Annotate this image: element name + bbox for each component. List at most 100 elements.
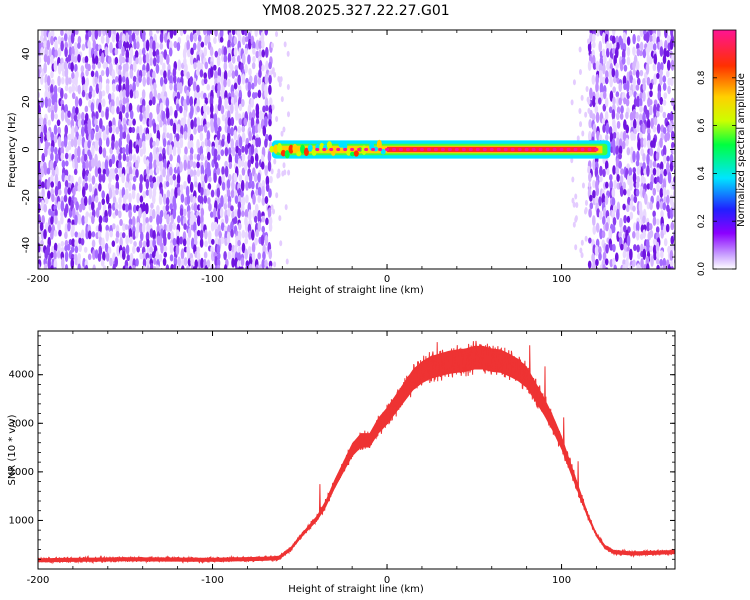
signal-blob (326, 141, 332, 150)
noise-speckle (174, 187, 178, 199)
noise-speckle (591, 33, 596, 43)
noise-speckle (237, 74, 241, 86)
noise-speckle (44, 196, 49, 205)
noise-speckle (659, 265, 664, 269)
noise-speckle (265, 183, 270, 192)
signal-core-dot (399, 147, 404, 152)
noise-speckle (642, 48, 647, 59)
noise-speckle (240, 203, 245, 213)
noise-speckle (592, 189, 596, 199)
noise-speckle (84, 215, 89, 224)
noise-speckle (94, 76, 98, 85)
noise-speckle (146, 222, 150, 234)
noise-speckle (165, 264, 170, 269)
noise-speckle (177, 215, 181, 224)
noise-speckle-edge (570, 99, 574, 106)
noise-speckle (125, 244, 130, 255)
noise-speckle (50, 84, 54, 95)
noise-speckle (87, 63, 91, 72)
noise-speckle (193, 62, 197, 70)
noise-speckle (213, 221, 218, 231)
noise-speckle (176, 123, 181, 134)
noise-speckle (605, 221, 609, 232)
noise-speckle (87, 253, 92, 261)
noise-speckle (620, 168, 624, 175)
noise-speckle (626, 56, 631, 66)
noise-speckle (38, 214, 41, 226)
noise-speckle (241, 145, 245, 153)
noise-speckle (192, 81, 197, 92)
noise-speckle (77, 183, 82, 192)
noise-speckle (61, 160, 66, 168)
noise-speckle (231, 257, 235, 268)
noise-speckle (114, 167, 119, 174)
noise-speckle-edge (571, 197, 575, 204)
noise-speckle (231, 146, 236, 157)
noise-speckle (216, 55, 221, 67)
noise-speckle (146, 76, 151, 86)
noise-speckle (258, 40, 262, 50)
noise-speckle (662, 178, 667, 191)
noise-speckle (235, 109, 239, 121)
noise-speckle (632, 83, 637, 92)
noise-speckle (71, 238, 75, 249)
noise-speckle (652, 167, 657, 176)
noise-speckle (261, 215, 265, 223)
noise-speckle (180, 70, 185, 77)
noise-speckle (647, 132, 651, 144)
noise-speckle (210, 112, 214, 121)
snr-xtick-label: -200 (27, 575, 50, 586)
noise-speckle (604, 76, 609, 85)
noise-speckle (78, 203, 83, 213)
noise-speckle (132, 153, 137, 164)
noise-speckle (98, 98, 102, 105)
noise-speckle (38, 263, 41, 269)
noise-speckle (227, 39, 231, 50)
noise-speckle (90, 70, 95, 78)
noise-speckle (112, 124, 116, 134)
colorbar-tick-label: 0.6 (697, 118, 707, 133)
noise-speckle (166, 132, 170, 139)
noise-speckle (248, 75, 253, 84)
noise-speckle (611, 47, 616, 55)
noise-speckle (105, 193, 110, 205)
noise-speckle (125, 155, 130, 163)
noise-speckle (633, 195, 638, 204)
colorbar-gradient (712, 29, 737, 270)
noise-speckle (168, 144, 173, 156)
noise-speckle (149, 246, 153, 253)
noise-speckle-edge (282, 126, 286, 133)
noise-speckle (136, 192, 140, 204)
noise-speckle (98, 90, 103, 101)
noise-speckle (155, 63, 160, 74)
noise-speckle (652, 216, 657, 226)
noise-speckle (213, 36, 217, 45)
noise-speckle (41, 152, 46, 163)
noise-speckle (95, 225, 100, 232)
noise-speckle (162, 62, 166, 72)
noise-speckle (145, 202, 149, 215)
noise-speckle (118, 39, 122, 50)
noise-speckle (644, 193, 648, 205)
noise-speckle (612, 96, 616, 106)
noise-speckle (41, 187, 45, 199)
noise-speckle (152, 176, 156, 184)
noise-speckle (139, 173, 144, 184)
noise-speckle (592, 158, 596, 171)
noise-speckle (88, 152, 93, 161)
noise-speckle (87, 124, 92, 136)
noise-speckle (135, 159, 139, 170)
noise-speckle (43, 40, 47, 49)
noise-speckle (186, 95, 190, 106)
noise-speckle (152, 229, 156, 241)
noise-speckle (41, 181, 45, 190)
noise-speckle (248, 68, 252, 76)
noise-speckle (159, 32, 164, 44)
noise-speckle (241, 98, 245, 107)
noise-speckle (176, 103, 180, 112)
noise-speckle (142, 53, 147, 64)
noise-speckle (125, 41, 130, 49)
noise-speckle (214, 103, 219, 116)
noise-speckle (595, 258, 599, 267)
noise-speckle (268, 84, 272, 96)
